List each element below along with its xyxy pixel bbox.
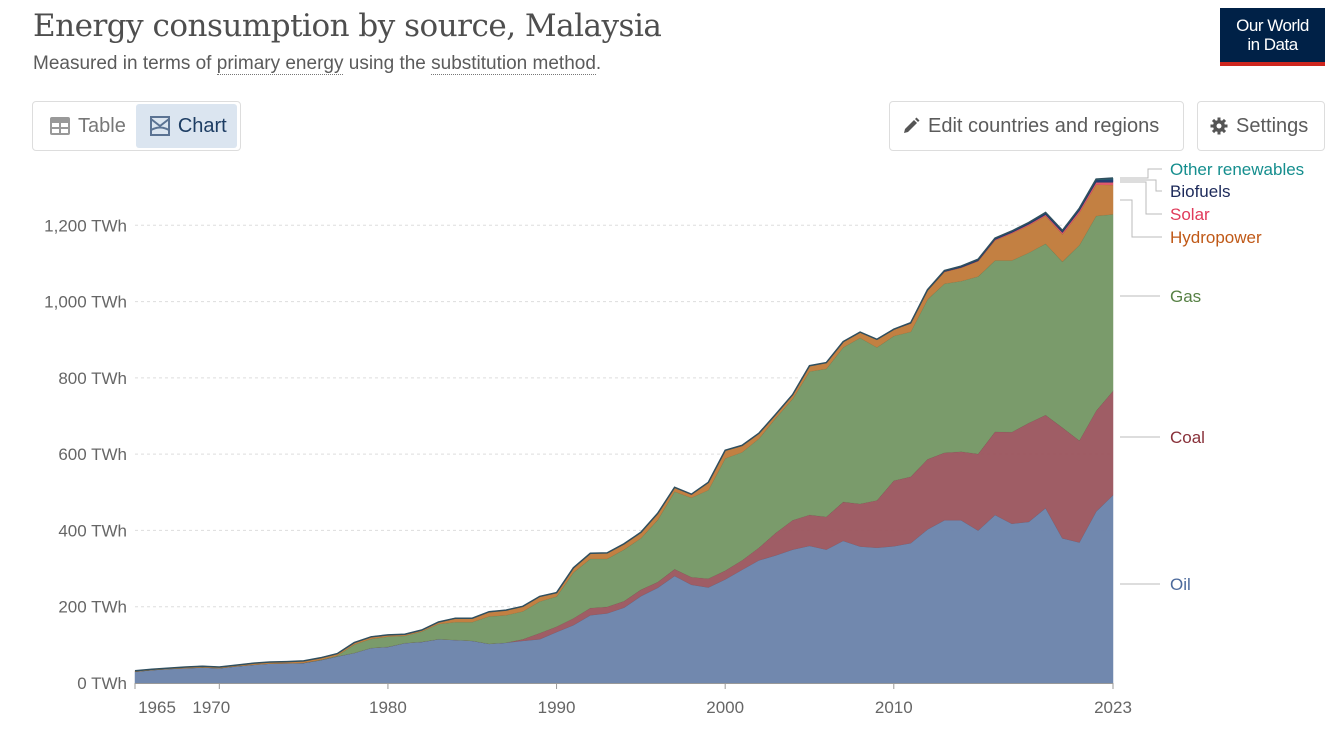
- edit-countries-label: Edit countries and regions: [928, 114, 1160, 137]
- top-outline: [134, 177, 1114, 672]
- chart-icon: [149, 116, 170, 136]
- subtitle-text: .: [595, 53, 602, 74]
- tab-label: Chart: [177, 114, 227, 137]
- legend-connector: [1120, 168, 1162, 179]
- chart-subtitle: Measured in terms of primary energy usin…: [33, 53, 601, 75]
- tab-table[interactable]: Table: [36, 104, 136, 148]
- settings-button[interactable]: Settings: [1197, 101, 1325, 151]
- x-tick-label: 2010: [875, 698, 913, 717]
- legend-label-oil[interactable]: Oil: [1170, 575, 1191, 594]
- subtitle-text: Measured in terms of: [33, 53, 217, 74]
- tab-label: Table: [78, 114, 126, 137]
- logo-line: in Data: [1247, 35, 1298, 54]
- x-tick-label: 2023: [1094, 698, 1132, 717]
- legend-connector: [1120, 179, 1162, 192]
- y-tick-label: 600 TWh: [58, 445, 127, 464]
- legend-label-coal[interactable]: Coal: [1170, 428, 1205, 447]
- y-tick-label: 200 TWh: [58, 598, 127, 617]
- logo-line: Our World: [1236, 16, 1309, 35]
- x-tick-label: 1980: [369, 698, 407, 717]
- gear-icon: [1210, 117, 1228, 135]
- legend-label-biofuels[interactable]: Biofuels: [1170, 182, 1230, 201]
- table-icon: [50, 117, 70, 135]
- y-tick-label: 800 TWh: [58, 369, 127, 388]
- x-tick-label: 1990: [538, 698, 576, 717]
- legend-connector: [1120, 181, 1162, 215]
- tab-chart[interactable]: Chart: [135, 104, 237, 148]
- y-tick-label: 400 TWh: [58, 521, 127, 540]
- subtitle-text: using the: [343, 53, 432, 74]
- owid-logo[interactable]: Our World in Data: [1220, 8, 1325, 66]
- settings-label: Settings: [1236, 114, 1309, 137]
- legend-label-hydropower[interactable]: Hydropower: [1170, 228, 1262, 247]
- y-tick-label: 0 TWh: [77, 674, 127, 693]
- x-tick-label: 1970: [192, 698, 230, 717]
- x-tick-label: 1965: [138, 698, 176, 717]
- legend-connector: [1120, 199, 1162, 238]
- chart-title: Energy consumption by source, Malaysia: [33, 8, 662, 44]
- legend-label-solar[interactable]: Solar: [1170, 205, 1210, 224]
- y-tick-label: 1,200 TWh: [44, 216, 127, 235]
- substitution-method-link[interactable]: substitution method: [431, 53, 596, 75]
- y-tick-label: 1,000 TWh: [44, 293, 127, 312]
- legend-label-gas[interactable]: Gas: [1170, 287, 1201, 306]
- x-tick-label: 2000: [706, 698, 744, 717]
- legend-label-other-renewables[interactable]: Other renewables: [1170, 160, 1304, 179]
- pencil-icon: [904, 117, 920, 133]
- edit-countries-button[interactable]: Edit countries and regions: [889, 101, 1184, 151]
- view-tabs: Table Chart: [32, 101, 241, 151]
- primary-energy-link[interactable]: primary energy: [216, 53, 344, 75]
